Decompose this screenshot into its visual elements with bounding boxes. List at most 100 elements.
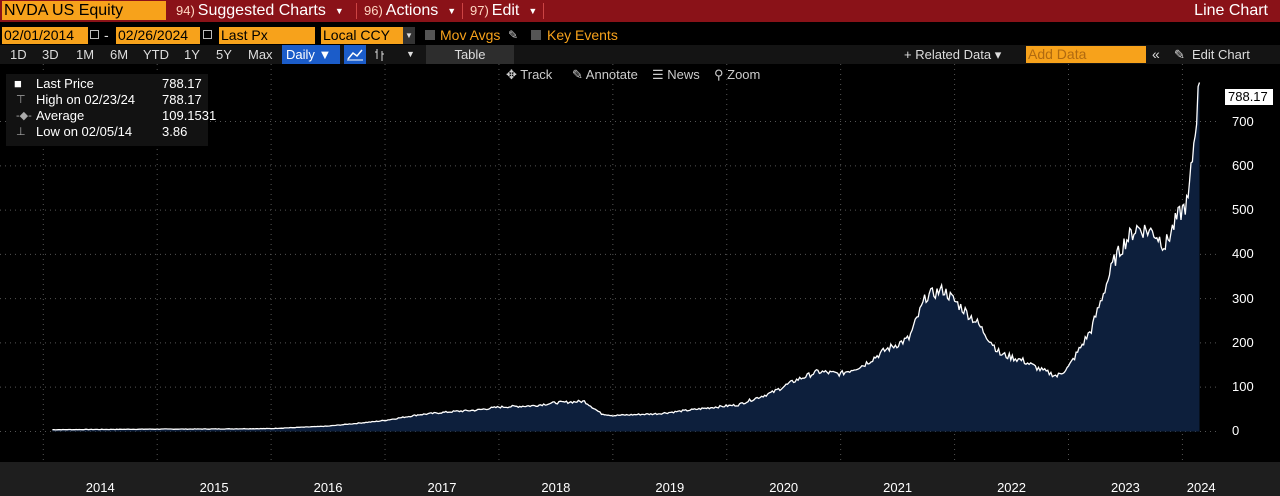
- mov-avgs-label: Mov Avgs: [440, 27, 501, 43]
- actions-menu[interactable]: 96) Actions ▼: [364, 0, 456, 22]
- caret-down-icon: ▼: [528, 6, 538, 16]
- pencil-icon[interactable]: ✎: [508, 28, 519, 42]
- period-max[interactable]: Max: [248, 47, 273, 62]
- news-label: News: [667, 67, 700, 82]
- period-6m[interactable]: 6M: [110, 47, 129, 62]
- period-1d[interactable]: 1D: [10, 47, 27, 62]
- chart-type-caret-icon[interactable]: ▼: [406, 49, 415, 59]
- x-tick-label: 2024: [1186, 480, 1216, 495]
- legend-value: 3.86: [162, 124, 188, 139]
- table-button[interactable]: Table: [426, 45, 514, 64]
- menu-label: Actions: [385, 2, 439, 19]
- period-ytd[interactable]: YTD: [143, 47, 169, 62]
- high-marker-icon: ⊤: [16, 94, 26, 106]
- calendar-icon[interactable]: [203, 30, 212, 39]
- y-tick-label: 0: [1232, 423, 1240, 439]
- y-tick-label: 700: [1232, 113, 1254, 129]
- line-chart-icon[interactable]: [344, 45, 366, 64]
- caret-down-icon: ▼: [447, 6, 457, 16]
- price-line: [52, 82, 1201, 431]
- bar-type-icon-graphic: [375, 49, 384, 61]
- news-tool[interactable]: ☰ News: [652, 66, 700, 84]
- period-1m[interactable]: 1M: [76, 47, 95, 62]
- annotate-tool[interactable]: ✎ Annotate: [572, 66, 638, 84]
- divider: [462, 3, 463, 19]
- legend-average: -◆- Average 109.1531: [6, 108, 216, 124]
- key-events-label: Key Events: [547, 27, 618, 43]
- x-tick-label: 2014: [85, 480, 115, 495]
- y-tick-label: 200: [1232, 334, 1254, 350]
- period-1y[interactable]: 1Y: [184, 47, 200, 62]
- collapse-icon[interactable]: «: [1152, 46, 1160, 62]
- x-tick-label: 2020: [769, 480, 799, 495]
- x-tick-label: 2015: [199, 480, 229, 495]
- mov-avgs-checkbox[interactable]: [425, 30, 435, 40]
- chart-type-title: Line Chart: [1194, 2, 1268, 19]
- magnifier-icon: ⚲: [714, 67, 728, 82]
- currency-select[interactable]: Local CCY: [321, 27, 403, 44]
- legend-value: 109.1531: [162, 108, 217, 123]
- legend-last-price[interactable]: ■ Last Price 788.17: [6, 76, 208, 92]
- chevron-down-icon[interactable]: ▼: [403, 27, 415, 44]
- suggested-charts-menu[interactable]: 94) Suggested Charts ▼: [176, 0, 344, 22]
- x-axis-band: [0, 462, 1280, 496]
- legend-label: Low on 02/05/14: [36, 124, 133, 139]
- period-5y[interactable]: 5Y: [216, 47, 232, 62]
- y-tick-label: 400: [1232, 246, 1254, 262]
- track-label: Track: [520, 67, 553, 82]
- legend-value: 788.17: [162, 76, 202, 91]
- chart-legend: ■ Last Price 788.17 ⊤ High on 02/23/24 7…: [6, 74, 216, 146]
- crosshair-icon: ✥: [506, 67, 521, 82]
- pencil-icon[interactable]: ✎: [1174, 47, 1185, 62]
- x-tick-label: 2021: [883, 480, 913, 495]
- legend-label: Last Price: [36, 76, 94, 91]
- x-tick-label: 2019: [655, 480, 685, 495]
- x-tick-label: 2017: [427, 480, 457, 495]
- menu-number: 97): [470, 3, 489, 18]
- x-tick-label: 2023: [1110, 480, 1140, 495]
- legend-value: 788.17: [162, 92, 202, 107]
- divider: [356, 3, 357, 19]
- legend-label: Average: [36, 108, 85, 123]
- menu-number: 96): [364, 3, 383, 18]
- average-marker-icon: -◆-: [16, 110, 32, 122]
- end-date-input[interactable]: 02/26/2024: [116, 27, 200, 44]
- security-input[interactable]: NVDA US Equity: [2, 1, 166, 20]
- x-tick-label: 2018: [541, 480, 571, 495]
- zoom-tool[interactable]: ⚲ Zoom: [714, 66, 760, 84]
- news-icon: ☰: [652, 67, 668, 82]
- edit-menu[interactable]: 97) Edit ▼: [470, 0, 537, 22]
- top-menu-bar: NVDA US Equity 94) Suggested Charts ▼ 96…: [0, 0, 1280, 22]
- low-marker-icon: ⊥: [16, 126, 26, 138]
- caret-down-icon: ▼: [334, 6, 344, 16]
- start-date-input[interactable]: 02/01/2014: [2, 27, 88, 44]
- legend-label: High on 02/23/24: [36, 92, 136, 107]
- y-tick-label: 100: [1232, 379, 1254, 395]
- track-tool[interactable]: ✥ Track: [506, 66, 552, 84]
- field-input[interactable]: Last Px: [219, 27, 315, 44]
- frequency-select[interactable]: Daily ▼: [282, 45, 340, 64]
- legend-low: ⊥ Low on 02/05/14 3.86: [6, 124, 208, 140]
- zoom-label: Zoom: [727, 67, 761, 82]
- menu-number: 94): [176, 3, 195, 18]
- key-events-checkbox[interactable]: [531, 30, 541, 40]
- calendar-icon[interactable]: [90, 30, 99, 39]
- square-icon: ■: [14, 76, 22, 91]
- annotate-label: Annotate: [585, 67, 638, 82]
- legend-high: ⊤ High on 02/23/24 788.17: [6, 92, 208, 108]
- related-data-button[interactable]: + Related Data ▾: [904, 47, 1002, 62]
- y-tick-label: 600: [1232, 157, 1254, 173]
- add-data-input[interactable]: Add Data: [1026, 46, 1146, 63]
- y-tick-label: 300: [1232, 290, 1254, 306]
- period-3d[interactable]: 3D: [42, 47, 59, 62]
- controls-bar: 02/01/2014 - 02/26/2024 Last Px Local CC…: [0, 26, 1280, 45]
- period-bar: 1D 3D 1M 6M YTD 1Y 5Y Max Daily ▼ ▼ Tabl…: [0, 45, 1280, 64]
- y-tick-label: 500: [1232, 202, 1254, 218]
- divider: [543, 3, 544, 19]
- line-chart-icon-graphic: [347, 49, 363, 61]
- x-tick-label: 2022: [997, 480, 1026, 495]
- bar-type-icon[interactable]: [372, 45, 388, 64]
- price-area: [52, 82, 1200, 432]
- edit-chart-button[interactable]: Edit Chart: [1192, 47, 1250, 62]
- annotate-icon: ✎: [572, 67, 586, 82]
